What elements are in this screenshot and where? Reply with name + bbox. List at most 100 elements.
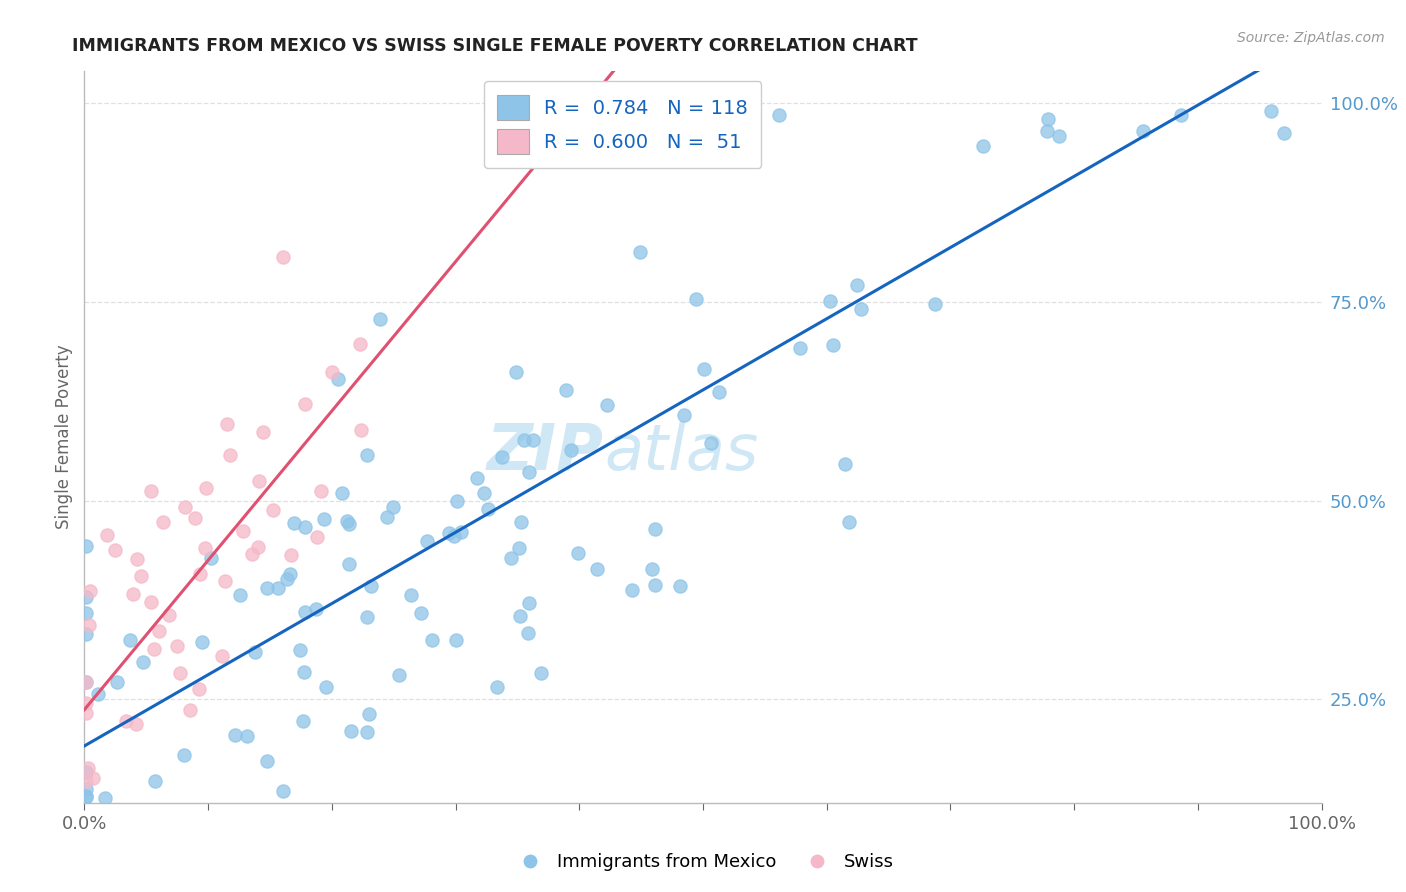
Point	[224, 728, 246, 742]
Point	[294, 605, 316, 619]
Legend: R =  0.784   N = 118, R =  0.600   N =  51: R = 0.784 N = 118, R = 0.600 N = 51	[484, 81, 762, 168]
Point	[77, 762, 100, 776]
Point	[87, 687, 110, 701]
Point	[201, 841, 224, 855]
Point	[139, 484, 162, 499]
Point	[628, 245, 651, 260]
Point	[75, 851, 97, 865]
Point	[823, 337, 845, 351]
Point	[972, 139, 994, 153]
Point	[312, 512, 335, 526]
Point	[685, 292, 707, 306]
Point	[1036, 112, 1059, 126]
Point	[276, 573, 298, 587]
Point	[104, 542, 127, 557]
Point	[641, 562, 664, 576]
Point	[240, 548, 263, 562]
Point	[509, 608, 531, 623]
Point	[294, 519, 316, 533]
Point	[107, 675, 129, 690]
Point	[271, 784, 294, 798]
Text: IMMIGRANTS FROM MEXICO VS SWISS SINGLE FEMALE POVERTY CORRELATION CHART: IMMIGRANTS FROM MEXICO VS SWISS SINGLE F…	[72, 37, 918, 54]
Point	[450, 525, 472, 540]
Point	[517, 466, 540, 480]
Point	[184, 511, 207, 525]
Point	[129, 569, 152, 583]
Point	[845, 277, 868, 292]
Point	[399, 588, 422, 602]
Point	[75, 765, 97, 780]
Point	[567, 545, 589, 559]
Point	[474, 486, 496, 500]
Point	[188, 566, 211, 581]
Point	[278, 566, 301, 581]
Point	[349, 337, 371, 351]
Point	[75, 606, 97, 620]
Point	[247, 540, 270, 554]
Point	[114, 714, 136, 728]
Point	[75, 590, 97, 604]
Point	[194, 481, 217, 495]
Point	[309, 484, 332, 499]
Point	[491, 450, 513, 464]
Text: Source: ZipAtlas.com: Source: ZipAtlas.com	[1237, 31, 1385, 45]
Point	[513, 434, 536, 448]
Point	[75, 863, 97, 877]
Point	[290, 643, 312, 657]
Point	[75, 805, 97, 820]
Point	[256, 581, 278, 595]
Point	[339, 557, 361, 571]
Point	[350, 423, 373, 437]
Point	[219, 449, 242, 463]
Point	[75, 781, 97, 796]
Point	[215, 417, 238, 431]
Point	[477, 502, 499, 516]
Point	[340, 723, 363, 738]
Point	[505, 365, 527, 379]
Point	[75, 696, 97, 710]
Point	[200, 551, 222, 566]
Point	[77, 618, 100, 632]
Point	[294, 397, 316, 411]
Point	[356, 610, 378, 624]
Point	[211, 649, 233, 664]
Point	[75, 627, 97, 641]
Point	[838, 515, 860, 529]
Point	[356, 448, 378, 462]
Text: atlas: atlas	[605, 421, 758, 483]
Point	[267, 581, 290, 595]
Point	[169, 666, 191, 681]
Point	[75, 539, 97, 553]
Point	[768, 108, 790, 122]
Point	[510, 515, 533, 529]
Point	[132, 655, 155, 669]
Point	[388, 668, 411, 682]
Text: ZIP: ZIP	[486, 421, 605, 483]
Point	[693, 361, 716, 376]
Point	[517, 625, 540, 640]
Point	[235, 730, 257, 744]
Point	[849, 302, 872, 317]
Point	[141, 595, 163, 609]
Point	[75, 674, 97, 689]
Point	[252, 425, 274, 439]
Point	[467, 471, 489, 485]
Point	[100, 813, 122, 827]
Point	[368, 312, 391, 326]
Y-axis label: Single Female Poverty: Single Female Poverty	[55, 345, 73, 529]
Point	[148, 624, 170, 638]
Point	[173, 500, 195, 514]
Point	[560, 442, 582, 457]
Point	[232, 524, 254, 538]
Point	[118, 633, 141, 648]
Point	[143, 774, 166, 789]
Point	[1047, 128, 1070, 143]
Point	[179, 703, 201, 717]
Point	[1272, 126, 1295, 140]
Point	[79, 583, 101, 598]
Point	[1035, 124, 1057, 138]
Point	[409, 606, 432, 620]
Point	[644, 578, 666, 592]
Point	[359, 706, 381, 721]
Point	[330, 486, 353, 500]
